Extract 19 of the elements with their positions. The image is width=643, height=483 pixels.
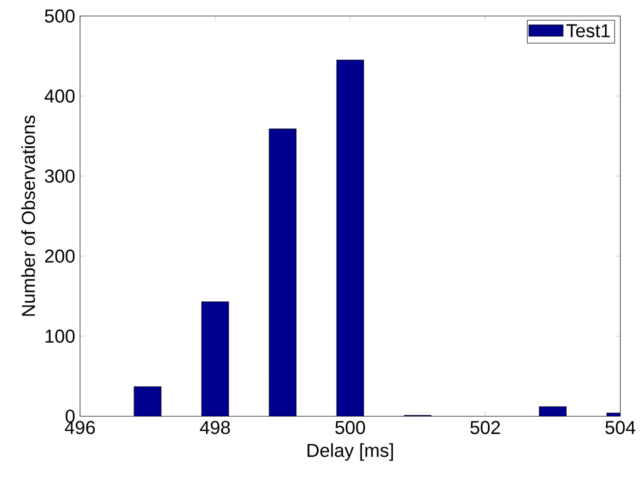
bar: [268, 128, 296, 416]
bar: [201, 302, 229, 416]
x-axis-title: Delay [ms]: [308, 443, 393, 461]
y-axis-title: Number of Observations: [21, 116, 36, 316]
y-tick-label: 400: [44, 89, 75, 103]
bar: [539, 406, 566, 416]
y-tick-label: 300: [44, 170, 75, 183]
y-tick-label: 200: [45, 250, 75, 263]
y-tick-label: 100: [46, 330, 75, 343]
x-tick-label: 498: [200, 420, 230, 434]
y-tick-label: 0: [66, 410, 75, 423]
x-tick-label: 504: [605, 420, 636, 434]
x-tick-label: 502: [470, 420, 500, 434]
y-tick-label: 500: [44, 9, 75, 23]
bar: [134, 386, 162, 416]
x-tick-label: 500: [335, 420, 366, 434]
bar: [336, 60, 364, 416]
legend-label: Test1: [566, 24, 610, 38]
x-tick-label: 496: [64, 420, 95, 434]
